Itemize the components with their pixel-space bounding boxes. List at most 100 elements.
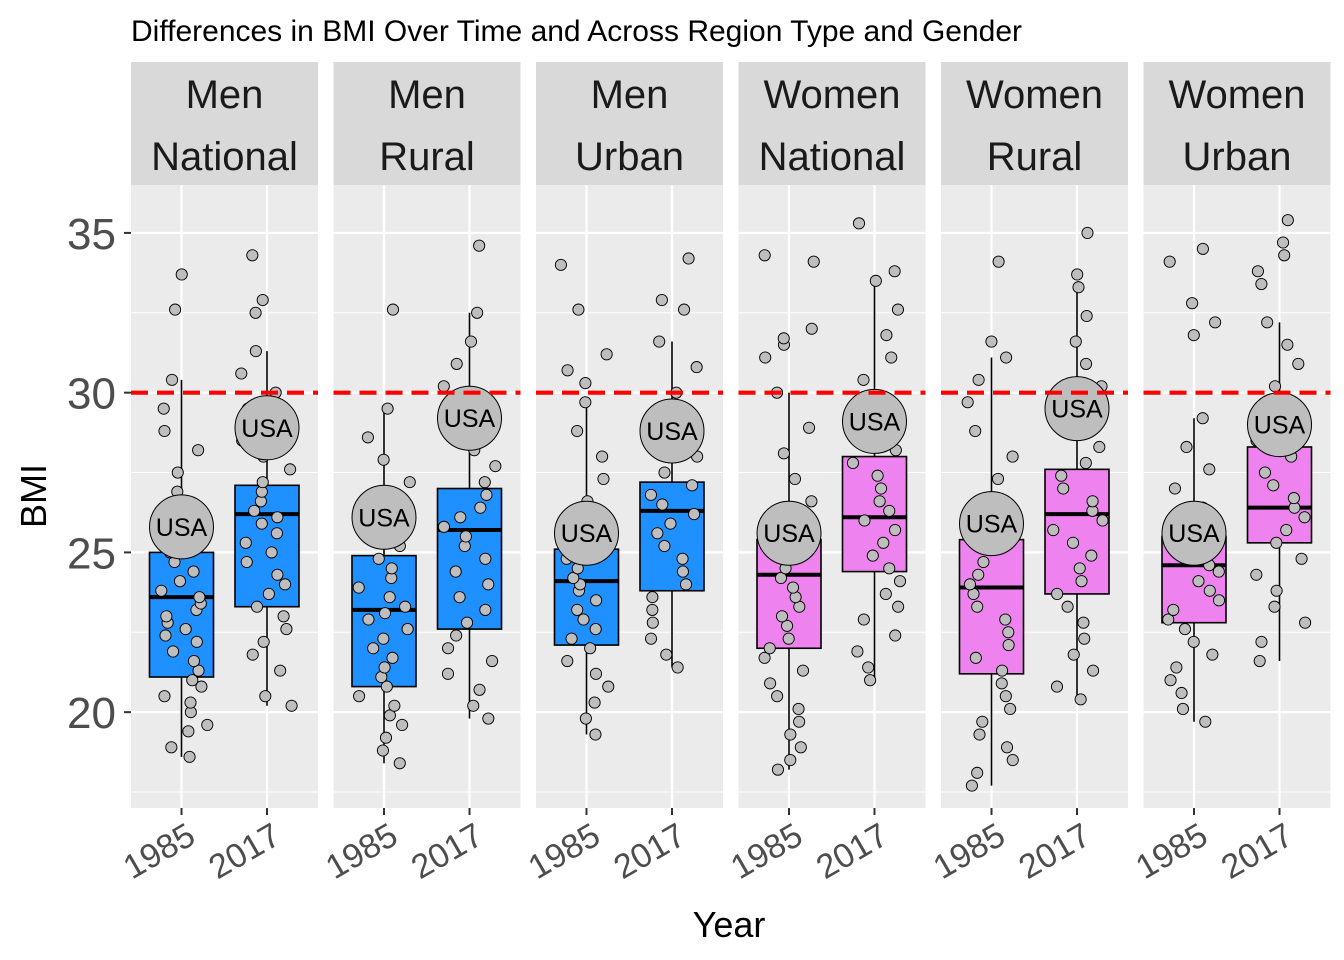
- box-1985: USA: [756, 249, 822, 776]
- data-point: [201, 718, 214, 731]
- data-point: [1267, 479, 1280, 492]
- data-point: [892, 600, 905, 613]
- data-point: [777, 447, 790, 460]
- data-point: [165, 373, 179, 386]
- y-tick-label: 35: [67, 210, 116, 259]
- data-point: [388, 699, 401, 712]
- data-point: [571, 603, 584, 616]
- box-2017: USA: [436, 239, 503, 725]
- data-point: [786, 581, 800, 594]
- facet-strip: [1143, 62, 1331, 185]
- data-point: [771, 690, 784, 703]
- data-point: [589, 728, 602, 741]
- data-point: [802, 421, 816, 434]
- data-point: [1093, 440, 1106, 454]
- data-point: [393, 757, 406, 770]
- data-point: [271, 511, 284, 524]
- data-point: [482, 712, 495, 725]
- facet-strip-label: Women: [966, 73, 1103, 117]
- data-point: [265, 546, 278, 559]
- data-point: [1178, 623, 1192, 636]
- data-point: [644, 632, 658, 645]
- data-point: [377, 453, 390, 466]
- data-point: [353, 690, 366, 703]
- data-point: [1186, 297, 1199, 310]
- data-point: [784, 754, 797, 767]
- data-point: [381, 402, 394, 415]
- data-point: [671, 661, 684, 674]
- data-point: [852, 217, 866, 230]
- data-point: [182, 725, 195, 738]
- usa-label: USA: [444, 405, 496, 433]
- data-point: [186, 674, 199, 687]
- data-point: [403, 476, 416, 489]
- data-point: [579, 377, 592, 390]
- data-point: [362, 613, 375, 626]
- data-point: [971, 600, 984, 613]
- data-point: [891, 303, 905, 316]
- data-point: [489, 460, 502, 473]
- data-point: [459, 530, 472, 543]
- data-point: [450, 629, 463, 642]
- data-point: [187, 565, 200, 578]
- data-point: [184, 696, 197, 709]
- usa-label: USA: [763, 520, 815, 548]
- data-point: [999, 690, 1012, 703]
- data-point: [246, 249, 259, 262]
- box-2017: USA: [639, 252, 705, 674]
- data-point: [473, 683, 486, 696]
- facet-strip-label: Men: [186, 73, 264, 117]
- data-point: [995, 677, 1008, 690]
- data-point: [378, 607, 392, 620]
- usa-label: USA: [849, 408, 901, 436]
- data-point: [1212, 565, 1225, 578]
- data-point: [758, 651, 771, 664]
- data-point: [1006, 450, 1019, 463]
- data-point: [963, 578, 976, 591]
- data-point: [1066, 536, 1080, 549]
- data-point: [157, 402, 170, 415]
- data-point: [1203, 584, 1216, 597]
- x-tick-label: 2017: [1012, 816, 1097, 887]
- box-2017: USA: [1246, 214, 1313, 668]
- data-point: [441, 667, 455, 680]
- data-point: [250, 600, 264, 613]
- data-point: [991, 472, 1005, 485]
- data-point: [651, 527, 664, 540]
- data-point: [869, 274, 882, 287]
- data-point: [235, 367, 248, 380]
- data-point: [796, 664, 810, 677]
- data-point: [893, 575, 907, 588]
- data-point: [1077, 616, 1090, 629]
- data-point: [871, 469, 884, 482]
- data-point: [883, 562, 896, 575]
- data-point: [461, 616, 474, 629]
- usa-label: USA: [646, 418, 698, 446]
- usa-marker: [842, 388, 907, 454]
- data-point: [192, 664, 205, 677]
- data-point: [165, 741, 178, 754]
- data-point: [454, 511, 467, 524]
- facet-panel-men-rural: Men Rural USA 1985 USA 2017: [319, 62, 521, 887]
- usa-marker: [437, 385, 502, 451]
- data-point: [1000, 741, 1014, 754]
- data-point: [857, 373, 870, 386]
- data-point: [866, 549, 879, 562]
- usa-marker: [234, 395, 300, 461]
- data-point: [777, 332, 790, 345]
- data-point: [158, 424, 171, 438]
- data-point: [664, 517, 677, 530]
- data-point: [1180, 440, 1193, 454]
- data-point: [971, 766, 984, 779]
- facet-panel-women-rural: Women Rural USA 1985 USA 2017: [927, 62, 1128, 887]
- data-point: [1281, 214, 1294, 227]
- data-point: [377, 632, 390, 645]
- data-point: [190, 635, 203, 648]
- data-point: [376, 744, 389, 757]
- data-point: [589, 667, 603, 680]
- facet-strip-label: Men: [388, 73, 466, 117]
- usa-marker: [1161, 500, 1227, 566]
- data-point: [1277, 236, 1290, 249]
- data-point: [1086, 495, 1099, 508]
